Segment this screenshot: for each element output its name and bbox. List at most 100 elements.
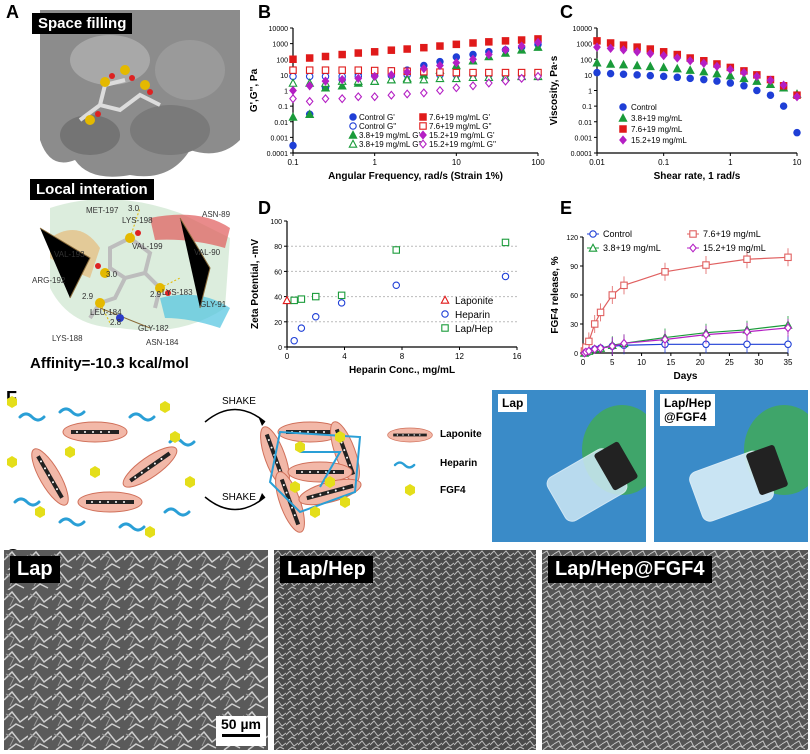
distance-label: 3.0	[128, 204, 140, 213]
data-point	[725, 70, 735, 80]
data-point	[608, 341, 617, 351]
data-point	[451, 73, 461, 83]
data-point	[420, 43, 428, 52]
y-tick-label: 1	[588, 89, 592, 96]
shake-label-top: SHAKE	[222, 396, 256, 407]
data-point	[646, 48, 655, 59]
data-point	[753, 86, 761, 95]
vial-illustration	[492, 390, 646, 542]
x-tick-label: 0	[581, 358, 586, 367]
legend-label: Control	[603, 229, 632, 239]
legend-marker	[689, 230, 697, 238]
data-point	[452, 83, 461, 93]
y-tick-label: 0	[574, 351, 578, 358]
y-axis-label: Zeta Potential, -mV	[250, 239, 261, 329]
data-point	[392, 246, 401, 254]
data-point	[485, 38, 493, 46]
data-point	[452, 58, 461, 68]
chart-d-zeta-potential: 0 4 8 12 16 0 20 40 60 80 100 Heparin Conc., mg/mL Z…	[250, 219, 522, 376]
data-point	[605, 59, 616, 68]
legend-label: 3.8+19 mg/mL	[603, 243, 661, 253]
data-point	[469, 54, 477, 64]
legend-marker	[689, 243, 697, 253]
x-tick-label: 0.01	[589, 158, 605, 167]
data-point	[289, 85, 297, 96]
y-tick-label: 40	[274, 295, 282, 302]
y-tick-label: 10000	[573, 26, 593, 33]
legend-label: 15.2+19 mg/mL	[631, 136, 687, 145]
data-point	[585, 337, 593, 346]
data-point	[702, 329, 710, 340]
data-point	[661, 334, 669, 345]
residue-label: ASN-184	[146, 338, 179, 347]
x-tick-label: 10	[793, 158, 802, 167]
data-point	[392, 281, 401, 290]
x-tick-label: 100	[531, 158, 545, 167]
panel-label-e: E	[560, 198, 573, 218]
data-point	[592, 57, 602, 67]
data-point	[419, 74, 429, 84]
data-point	[699, 58, 708, 68]
residue-label: VAL-199	[132, 242, 163, 251]
data-point	[419, 88, 428, 98]
data-point	[370, 92, 379, 102]
data-point	[593, 42, 601, 52]
x-tick-label: 8	[400, 352, 405, 361]
x-axis-label: Angular Frequency, rad/s (Strain 1%)	[328, 171, 503, 182]
data-point	[387, 90, 396, 100]
data-point	[740, 67, 748, 78]
data-point	[784, 253, 792, 262]
data-point	[590, 344, 599, 354]
data-point	[713, 61, 721, 72]
data-point	[305, 66, 314, 74]
scale-bar: 50 µm	[216, 716, 266, 746]
data-point	[289, 55, 297, 63]
data-point	[632, 60, 642, 70]
y-tick-label: 60	[274, 269, 282, 276]
data-point	[743, 255, 751, 263]
data-point	[354, 49, 363, 57]
data-point	[305, 109, 315, 119]
sem-texture	[542, 550, 808, 750]
chart-e-fgf4-release: 0 5 10 15 20 25 30 35 0 30 60 90 120 Days FGF4 release…	[550, 229, 793, 382]
residue-label: LYS-198	[122, 216, 153, 225]
data-point	[501, 68, 510, 77]
local-interaction-image	[30, 178, 240, 350]
data-point	[305, 81, 314, 91]
x-tick-label: 10	[452, 158, 461, 167]
legend-label: Lap/Hep	[455, 324, 493, 335]
data-point	[784, 323, 792, 333]
legend-marker	[440, 295, 450, 304]
data-point	[354, 73, 363, 83]
data-point	[312, 313, 320, 321]
photo-label-lap-hep-fgf4: Lap/Hep @FGF4	[660, 394, 716, 426]
data-point	[403, 67, 412, 77]
y-tick-label: 10000	[269, 26, 289, 33]
data-point	[606, 43, 615, 53]
legend-label: Control G'	[359, 113, 395, 122]
data-point	[713, 77, 721, 85]
sem-image-lap: Lap 50 µm	[4, 550, 268, 750]
data-point	[673, 53, 682, 63]
data-point	[436, 85, 444, 96]
residue-label: GLY-182	[138, 324, 169, 333]
data-point	[608, 291, 617, 299]
sem-label-lap-hep: Lap/Hep	[280, 556, 373, 583]
legend-label: Heparin	[455, 310, 490, 321]
data-point	[779, 80, 788, 90]
legend-label: Control	[631, 103, 657, 112]
scale-bar-line	[222, 734, 260, 737]
gel-network	[254, 418, 366, 536]
data-point	[686, 56, 695, 66]
y-axis-label: FGF4 release, %	[550, 256, 561, 333]
legend-marker	[419, 139, 427, 149]
data-point	[338, 94, 347, 104]
legend-marker	[419, 113, 427, 121]
data-point	[596, 343, 605, 353]
data-point	[305, 96, 314, 107]
distance-label: 3.0	[106, 270, 118, 279]
vial-photo-lap-hep-fgf4: Lap/Hep @FGF4	[654, 390, 808, 542]
x-tick-label: 1	[372, 158, 377, 167]
legend-marker	[589, 230, 597, 238]
data-point	[501, 76, 510, 86]
